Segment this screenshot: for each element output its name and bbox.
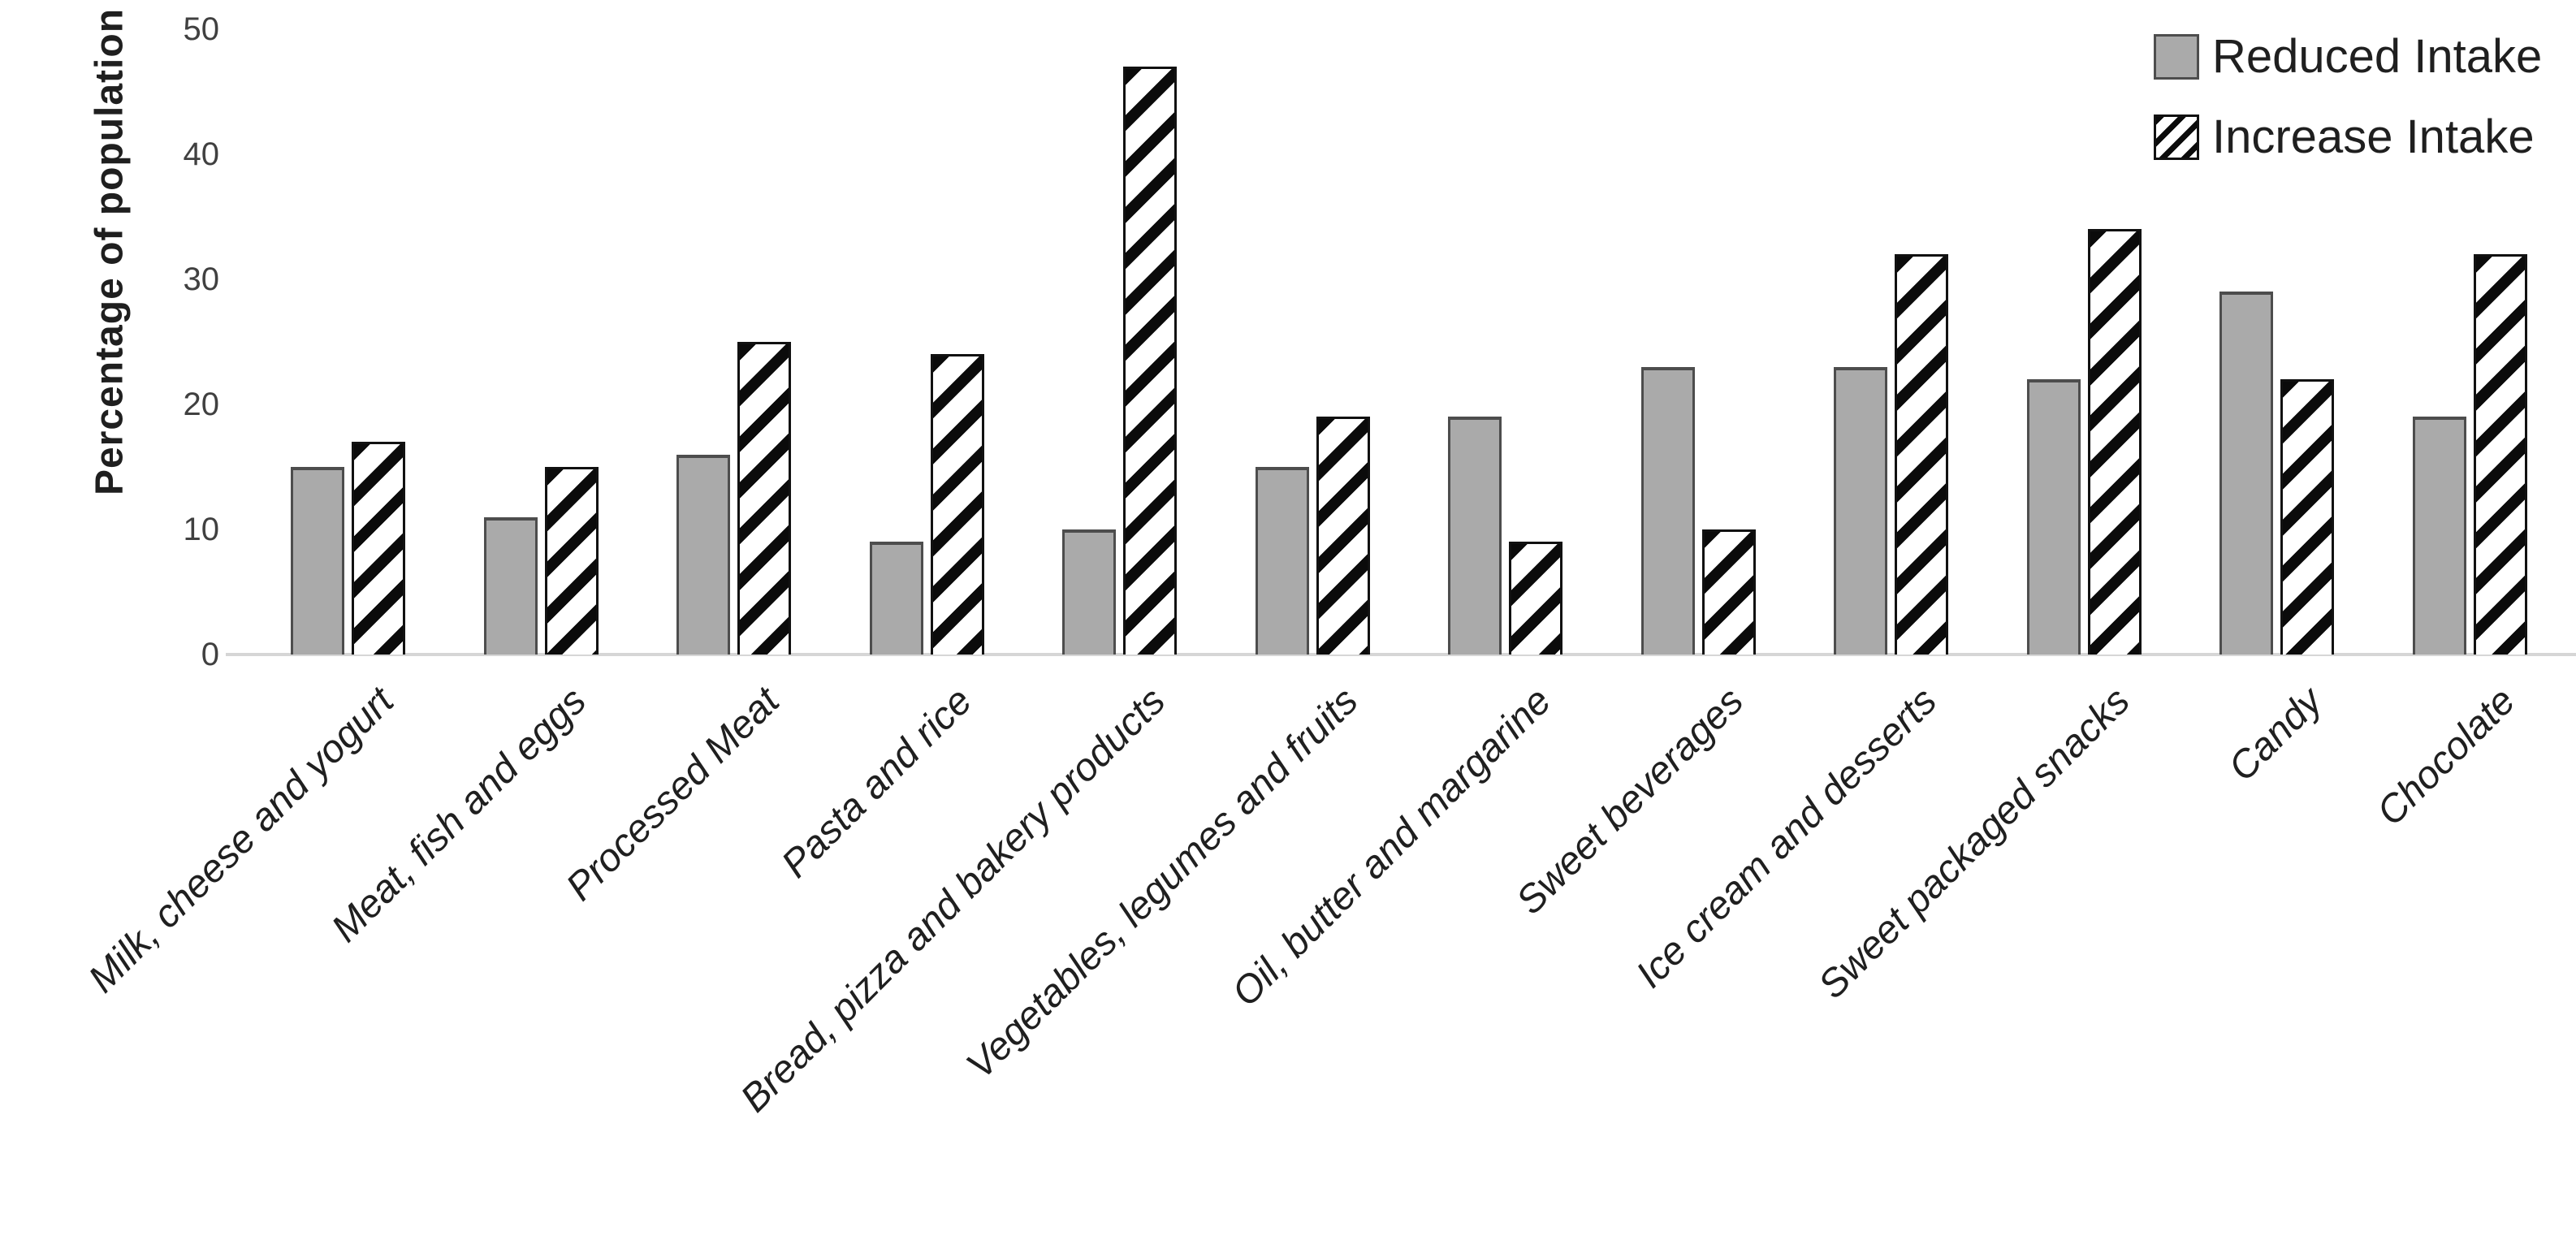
bar-reduced-intake <box>2026 379 2081 655</box>
x-category-label: Pasta and rice <box>773 679 981 887</box>
bar-group <box>1795 254 1988 655</box>
y-tick-label: 20 <box>183 387 220 422</box>
x-axis-line <box>226 653 2576 656</box>
bar-increase-intake <box>1123 67 1178 655</box>
legend-item-reduced-intake: Reduced Intake <box>2154 29 2542 84</box>
bar-increase-intake <box>544 467 599 655</box>
bar-group <box>2181 292 2374 655</box>
x-category-label: Meat, fish and eggs <box>323 679 595 951</box>
bar-group <box>2374 254 2567 655</box>
bar-increase-intake <box>352 442 406 655</box>
x-category-label: Sweet packaged snacks <box>1809 679 2138 1008</box>
y-tick-label: 50 <box>183 11 220 47</box>
legend-item-increase-intake: Increase Intake <box>2154 110 2542 164</box>
x-category-label: Bread, pizza and bakery products <box>732 679 1173 1121</box>
bar-group <box>252 442 445 655</box>
bar-increase-intake <box>2087 229 2142 655</box>
y-tick-label: 0 <box>201 637 219 672</box>
bar-group <box>638 342 831 655</box>
bar-increase-intake <box>1316 417 1370 655</box>
bar-group <box>1409 417 1602 655</box>
bar-increase-intake <box>1895 254 1949 655</box>
bar-reduced-intake <box>1255 467 1309 655</box>
x-category-label: Candy <box>2220 679 2331 790</box>
x-category-label: Processed Meat <box>558 679 788 910</box>
x-category-label: Chocolate <box>2369 679 2524 835</box>
bar-reduced-intake <box>1448 417 1502 655</box>
x-category-label: Vegetables, legumes and fruits <box>958 679 1367 1087</box>
y-axis-title: Percentage of population <box>88 7 132 496</box>
bar-increase-intake <box>2473 254 2527 655</box>
bar-group <box>831 354 1024 655</box>
y-tick-label: 10 <box>183 512 220 547</box>
bar-reduced-intake <box>2219 292 2274 655</box>
x-category-label: Milk, cheese and yogurt <box>80 679 402 1001</box>
bar-reduced-intake <box>1640 366 1695 655</box>
bar-reduced-intake <box>869 542 923 655</box>
bar-group <box>445 467 638 655</box>
bar-reduced-intake <box>2412 417 2466 655</box>
bar-reduced-intake <box>291 467 345 655</box>
bar-reduced-intake <box>1062 529 1117 655</box>
bar-group <box>1023 67 1217 655</box>
x-category-label: Ice cream and desserts <box>1627 679 1945 996</box>
x-category-label: Oil, butter and margarine <box>1224 679 1559 1015</box>
bar-reduced-intake <box>483 516 538 655</box>
bar-increase-intake <box>1509 542 1563 655</box>
bar-increase-intake <box>737 342 792 655</box>
bar-reduced-intake <box>1834 366 1888 655</box>
bar-increase-intake <box>1701 529 1756 655</box>
y-tick-label: 40 <box>183 136 220 172</box>
bar-reduced-intake <box>676 454 731 655</box>
plot-area <box>252 29 2566 655</box>
bar-increase-intake <box>930 354 984 655</box>
bar-group <box>1217 417 1410 655</box>
legend-label-reduced-intake: Reduced Intake <box>2212 30 2543 83</box>
legend-swatch-increase-intake <box>2154 114 2199 160</box>
bar-group <box>1602 366 1796 655</box>
x-category-label: Sweet beverages <box>1508 679 1753 923</box>
legend-swatch-reduced-intake <box>2154 33 2199 80</box>
bar-group <box>1988 229 2181 655</box>
legend: Reduced Intake Increase Intake <box>2154 29 2542 164</box>
bar-increase-intake <box>2280 379 2335 655</box>
y-tick-label: 30 <box>183 261 220 297</box>
legend-label-increase-intake: Increase Intake <box>2212 110 2535 163</box>
